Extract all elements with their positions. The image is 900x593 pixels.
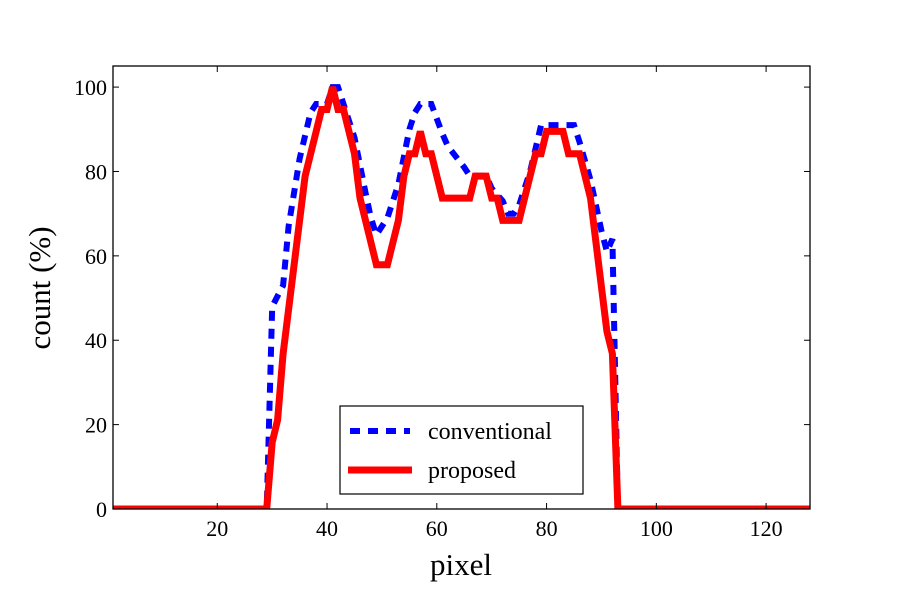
y-tick-label: 80 xyxy=(85,159,107,184)
x-tick-label: 40 xyxy=(316,516,338,541)
y-axis-label: count (%) xyxy=(22,226,57,349)
ticks-layer: 20 40 60 80 100 120 0 20 40 60 80 100 xyxy=(74,66,810,541)
x-tick-label: 20 xyxy=(206,516,228,541)
x-tick-label: 60 xyxy=(426,516,448,541)
y-tick-label: 100 xyxy=(74,75,107,100)
x-tick-label: 100 xyxy=(640,516,673,541)
plot-frame xyxy=(112,65,811,510)
legend-label-conventional: conventional xyxy=(428,419,552,445)
y-tick-label: 60 xyxy=(85,244,107,269)
legend-label-proposed: proposed xyxy=(428,458,516,484)
series-layer xyxy=(113,84,810,509)
x-axis-label: pixel xyxy=(430,547,492,582)
y-tick-label: 20 xyxy=(85,413,107,438)
legend-box xyxy=(339,405,584,495)
legend: conventional proposed xyxy=(339,405,584,495)
x-tick-label: 120 xyxy=(750,516,783,541)
series-line-proposed xyxy=(113,86,810,509)
y-tick-label: 0 xyxy=(96,497,107,522)
y-tick-label: 40 xyxy=(85,328,107,353)
series-line-conventional xyxy=(113,84,810,509)
x-tick-label: 80 xyxy=(536,516,558,541)
